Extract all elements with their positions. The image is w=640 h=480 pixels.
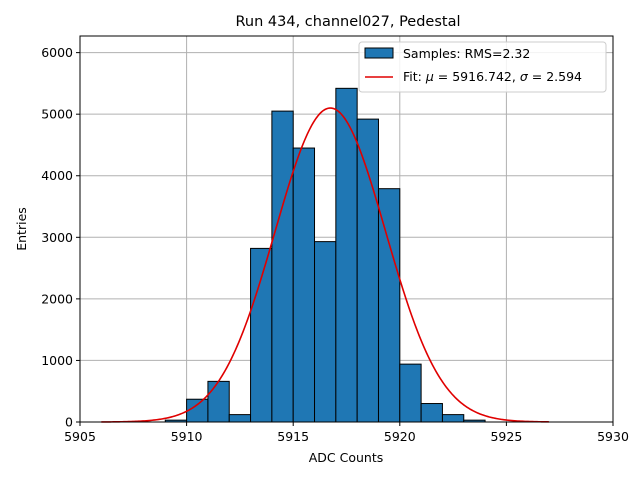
y-tick-label-5: 5000 <box>41 107 73 122</box>
x-tick-label-0: 5905 <box>64 429 96 444</box>
x-axis-label: ADC Counts <box>309 450 384 465</box>
x-tick-label-1: 5910 <box>171 429 203 444</box>
histogram-bar <box>335 87 358 423</box>
y-tick-label-3: 3000 <box>41 230 73 245</box>
chart-title: Run 434, channel027, Pedestal <box>235 14 460 30</box>
y-tick-label-2: 2000 <box>41 291 73 306</box>
y-tick-label-1: 1000 <box>41 353 73 368</box>
y-tick-label-4: 4000 <box>41 168 73 183</box>
histogram-bar <box>207 380 230 423</box>
legend-fit-sigma-symbol: σ <box>520 69 529 84</box>
legend-label-samples: Samples: RMS=2.32 <box>403 46 530 61</box>
y-tick-label-0: 0 <box>65 415 73 430</box>
x-tick-label-4: 5925 <box>490 429 522 444</box>
histogram-bar <box>356 118 379 423</box>
legend-fit-prefix: Fit: <box>403 69 426 84</box>
histogram-bar <box>441 414 465 423</box>
legend-fit-sigma-eq: = <box>528 69 546 84</box>
plot-frame <box>79 35 614 423</box>
histogram-bar <box>314 241 337 423</box>
y-axis-ticks: 0 1000 2000 3000 4000 5000 6000 <box>41 45 80 430</box>
x-axis-ticks: 5905 5910 5915 5920 5925 5930 <box>64 422 629 444</box>
histogram-bar <box>250 247 273 423</box>
legend-fit-mu-eq: = <box>434 69 452 84</box>
histogram-bar <box>292 147 316 423</box>
legend-fit-mu-value: 5916.742 <box>452 69 512 84</box>
histogram-bar <box>377 188 401 423</box>
y-axis-label: Entries <box>14 207 29 251</box>
x-tick-label-2: 5915 <box>277 429 309 444</box>
legend-label-fit: Fit: μ = 5916.742, σ = 2.594 <box>403 69 582 84</box>
legend-fit-sigma-value: 2.594 <box>546 69 582 84</box>
x-tick-label-5: 5930 <box>597 429 629 444</box>
histogram-bar <box>186 398 209 423</box>
legend-fit-mu-symbol: μ <box>425 69 434 84</box>
legend-patch-samples <box>364 47 394 59</box>
histogram-bar <box>271 110 294 423</box>
legend-box <box>358 41 607 93</box>
x-tick-label-3: 5920 <box>384 429 416 444</box>
histogram-bar <box>420 403 443 423</box>
y-tick-label-6: 6000 <box>41 45 73 60</box>
histogram-bar <box>399 363 422 423</box>
legend-fit-sep: , <box>512 69 520 84</box>
histogram-bar <box>228 414 252 423</box>
legend: Samples: RMS=2.32 Fit: μ = 5916.742, σ =… <box>358 41 607 93</box>
fit-curve <box>101 107 550 423</box>
